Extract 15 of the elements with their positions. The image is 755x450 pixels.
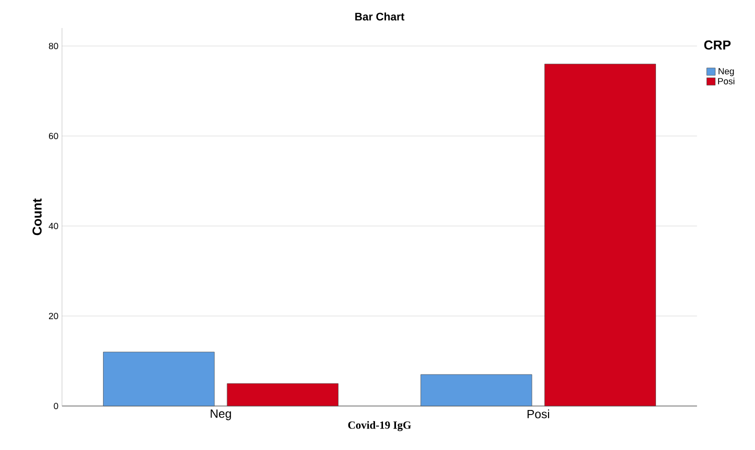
bar [226, 383, 338, 406]
bar [103, 352, 215, 406]
y-axis-title: Count [32, 198, 42, 236]
y-tick-label: 60 [48, 132, 58, 140]
legend-title: CRP [704, 40, 731, 50]
y-tick-label: 0 [54, 402, 58, 410]
x-axis-title: Covid-19 IgG [348, 421, 411, 432]
chart-title: Bar Chart [355, 12, 404, 20]
legend-label: Neg [718, 68, 734, 76]
bar [420, 374, 532, 406]
y-tick-label: 20 [48, 312, 58, 320]
legend-label: Posi [718, 78, 734, 84]
y-tick-label: 80 [48, 42, 58, 50]
y-tick-label: 40 [48, 222, 58, 230]
bar [544, 64, 656, 406]
